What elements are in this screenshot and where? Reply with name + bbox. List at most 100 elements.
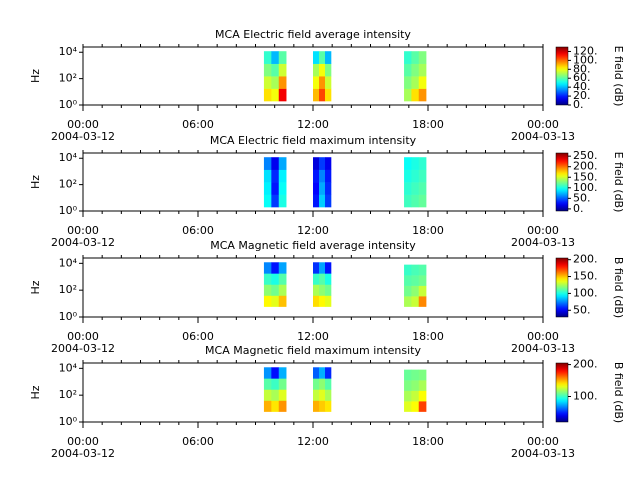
x-tick-label: 06:00 (182, 435, 214, 448)
spectrogram-cell (263, 63, 272, 77)
spectrogram-cell (278, 63, 287, 77)
spectrogram-cell (263, 76, 272, 89)
spectrogram-cell (319, 273, 326, 285)
spectrogram-cell (271, 378, 280, 390)
spectrogram-cell (271, 284, 280, 296)
spectrogram-cell (325, 76, 332, 89)
spectrogram-cell (404, 76, 412, 89)
colorbar-tick-label: 20. (573, 89, 591, 102)
spectrogram-cell (278, 88, 287, 102)
y-axis-label: Hz (29, 175, 42, 189)
spectrogram-cell (278, 262, 287, 274)
date-label: 2004-03-13 (511, 342, 575, 355)
spectrogram-cell (263, 262, 272, 274)
y-tick-label: 10² (59, 178, 77, 191)
y-axis-label: Hz (29, 385, 42, 399)
spectrogram-cell (325, 88, 332, 102)
spectrogram-cell (404, 194, 412, 208)
spectrogram-cell (325, 389, 332, 401)
spectrogram-cell (313, 157, 320, 170)
y-tick-label: 10⁰ (59, 98, 78, 111)
spectrogram-cell (325, 51, 332, 64)
panel-title: MCA Electric field average intensity (215, 28, 411, 41)
spectrogram-cell (411, 51, 420, 64)
spectrogram-cell (278, 182, 287, 195)
spectrogram-cell (404, 51, 412, 64)
spectrogram-cell (263, 389, 272, 401)
y-tick-label: 10⁴ (59, 256, 78, 269)
spectrogram-cell (411, 194, 420, 208)
x-tick-label: 00:00 (67, 118, 99, 131)
colorbar-tick-label: 40. (573, 80, 591, 93)
spectrogram-cell (319, 400, 326, 412)
spectrogram-cell (263, 169, 272, 183)
spectrogram-cell (404, 401, 412, 412)
x-tick-label: 18:00 (412, 118, 444, 131)
spectrogram-cell (271, 194, 280, 208)
spectrogram-cell (319, 169, 326, 183)
spectrogram-cell (404, 264, 412, 276)
colorbar-tick-label: 50. (573, 303, 591, 316)
spectrogram-cell (325, 273, 332, 285)
y-tick-label: 10² (59, 283, 77, 296)
spectrogram-cell (404, 296, 412, 307)
x-tick-label: 18:00 (412, 224, 444, 237)
spectrogram-cell (278, 51, 287, 64)
spectrogram-cell (411, 264, 420, 276)
spectrogram-cell (418, 264, 427, 276)
spectrogram-cell (313, 295, 320, 307)
x-tick-label: 00:00 (527, 118, 559, 131)
colorbar-label: E field (dB) (612, 46, 625, 107)
colorbar-tick-label: 120. (573, 44, 598, 57)
spectrogram-cell (319, 63, 326, 77)
x-tick-label: 06:00 (182, 330, 214, 343)
spectrogram-cell (325, 169, 332, 183)
spectrogram-cell (418, 88, 427, 102)
spectrogram-cell (319, 262, 326, 274)
spectrogram-cell (263, 295, 272, 307)
colorbar (555, 152, 569, 212)
spectrogram-cell (404, 157, 412, 170)
spectrogram-cell (404, 390, 412, 402)
spectrogram-cell (271, 400, 280, 412)
x-tick-label: 18:00 (412, 435, 444, 448)
spectrogram-cell (418, 390, 427, 402)
spectrogram-cell (325, 194, 332, 208)
date-label: 2004-03-12 (51, 342, 115, 355)
spectrogram-cell (313, 378, 320, 390)
spectrogram-cell (271, 63, 280, 77)
colorbar-tick-label: 250. (573, 149, 598, 162)
spectrogram-cell (411, 285, 420, 297)
spectrogram-cell (319, 295, 326, 307)
spectrogram-cell (271, 88, 280, 102)
spectrogram-cell (404, 63, 412, 77)
colorbar-tick-label: 50. (573, 191, 591, 204)
spectrogram-cell (325, 157, 332, 170)
spectrogram-cell (411, 169, 420, 183)
x-tick-label: 00:00 (527, 435, 559, 448)
spectrogram-cell (313, 367, 320, 379)
spectrogram-cell (418, 63, 427, 77)
spectrogram-cell (313, 262, 320, 274)
spectrogram-cell (418, 369, 427, 381)
spectrogram-cell (278, 295, 287, 307)
spectrogram-cell (418, 285, 427, 297)
colorbar-tick-label: 200. (573, 160, 598, 173)
y-tick-label: 10⁴ (59, 45, 78, 58)
colorbar-tick-label: 200. (573, 358, 598, 371)
spectrogram-cell (411, 275, 420, 286)
spectrogram-cell (319, 367, 326, 379)
spectrogram-cell (319, 88, 326, 102)
spectrogram-cell (418, 51, 427, 64)
colorbar-label: E field (dB) (612, 152, 625, 213)
spectrogram-cell (319, 194, 326, 208)
spectrogram-cell (313, 182, 320, 195)
spectrogram-cell (313, 389, 320, 401)
spectrogram-cell (263, 182, 272, 195)
spectrogram-cell (271, 273, 280, 285)
spectrogram-cell (313, 284, 320, 296)
spectrogram-cell (271, 157, 280, 170)
y-tick-label: 10⁰ (59, 310, 78, 323)
colorbar-tick-label: 100. (573, 286, 598, 299)
